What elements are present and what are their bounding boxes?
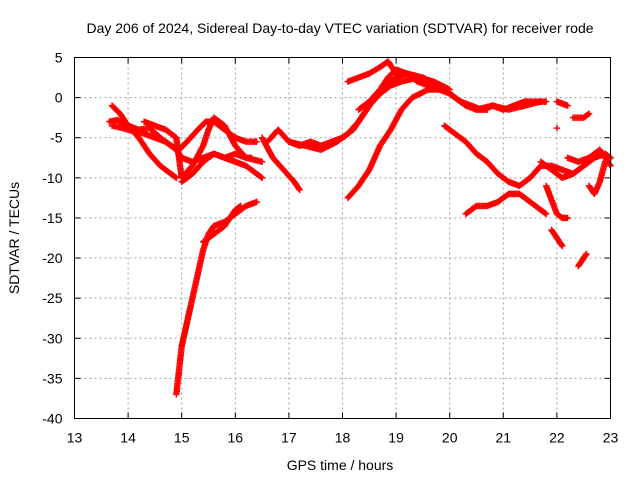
plot-frame <box>74 57 611 419</box>
data-point <box>559 242 566 250</box>
y-tick-label: -25 <box>42 290 62 306</box>
data-point <box>537 98 545 105</box>
series-trace-3 <box>108 102 180 182</box>
series-trace-13 <box>355 66 453 113</box>
x-tick-label: 16 <box>228 430 244 446</box>
x-tick-label: 20 <box>442 430 458 446</box>
data-point <box>584 111 592 118</box>
x-tick-label: 15 <box>174 430 190 446</box>
series-trace-23 <box>553 124 561 132</box>
x-axis-label: GPS time / hours <box>287 457 394 473</box>
data-point <box>248 154 255 161</box>
x-tick-label: 17 <box>281 430 297 446</box>
x-tick-label: 19 <box>388 430 404 446</box>
y-tick-labels: 5 0 -5 -10 -15 -20 -25 -30 -35 -40 <box>42 50 62 427</box>
series-trace-7 <box>199 202 244 246</box>
series-trace-5 <box>178 150 266 186</box>
x-tick-label: 23 <box>603 430 619 446</box>
data-point <box>564 102 571 109</box>
data-point <box>583 250 590 258</box>
series-trace-22 <box>569 110 593 121</box>
data-point <box>585 110 593 117</box>
series-trace-9 <box>258 134 303 194</box>
data-point <box>542 210 550 218</box>
y-tick-label: -40 <box>42 411 62 427</box>
data-point <box>564 214 571 222</box>
y-tick-label: -35 <box>42 370 62 386</box>
data-point <box>257 173 265 181</box>
series-trace-18 <box>575 250 590 270</box>
series-trace-25 <box>564 146 614 169</box>
y-tick-label: -30 <box>42 330 62 346</box>
data-point <box>258 158 266 165</box>
x-tick-label: 13 <box>67 430 83 446</box>
y-axis-label: SDTVAR / TECUs <box>6 182 22 294</box>
data-point <box>296 186 303 194</box>
y-tick-label: -15 <box>42 210 62 226</box>
data-point <box>253 138 260 145</box>
grid-lines <box>74 57 611 419</box>
x-tick-label: 14 <box>120 430 136 446</box>
x-tick-label: 18 <box>335 430 351 446</box>
data-point <box>553 124 561 132</box>
data-point <box>253 198 260 206</box>
series-trace-16 <box>542 182 571 222</box>
data-point <box>236 203 243 210</box>
data-points <box>106 58 614 398</box>
data-point <box>173 174 180 182</box>
series-trace-6 <box>173 198 260 398</box>
data-point <box>542 98 550 105</box>
series-trace-21 <box>553 98 571 109</box>
x-tick-label: 21 <box>496 430 512 446</box>
y-tick-label: -5 <box>50 130 63 146</box>
chart-title: Day 206 of 2024, Sidereal Day-to-day VTE… <box>86 20 593 36</box>
x-tick-labels: 13 14 15 16 17 18 19 20 21 22 23 <box>67 430 619 446</box>
data-point <box>172 173 179 181</box>
data-point <box>237 202 244 210</box>
series-trace-15 <box>462 190 550 218</box>
series-trace-17 <box>548 226 566 250</box>
data-point <box>295 185 303 192</box>
y-tick-label: 5 <box>55 50 63 66</box>
data-point <box>541 209 549 217</box>
data-point <box>258 174 266 182</box>
x-tick-label: 22 <box>549 430 565 446</box>
data-point <box>606 161 613 168</box>
series-trace-4 <box>140 114 255 182</box>
y-tick-label: -20 <box>42 250 62 266</box>
data-point <box>558 241 565 249</box>
data-point <box>446 90 453 97</box>
y-tick-label: 0 <box>55 90 63 106</box>
y-tick-label: -10 <box>42 170 62 186</box>
series-trace-24 <box>473 98 545 113</box>
